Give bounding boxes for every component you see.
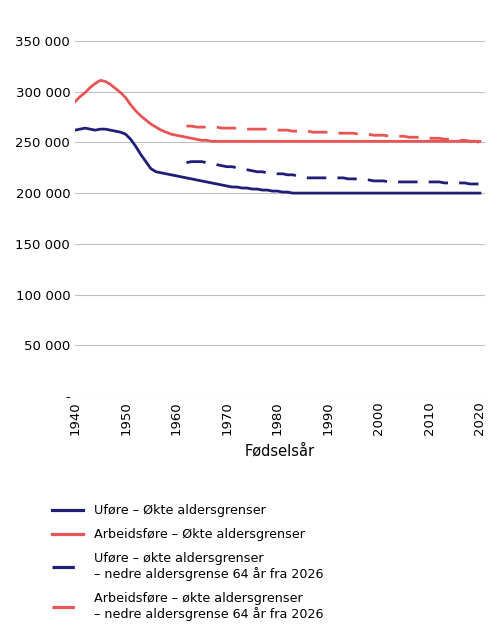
- X-axis label: Fødselsår: Fødselsår: [245, 443, 315, 458]
- Legend: Uføre – Økte aldersgrenser, Arbeidsføre – Økte aldersgrenser, Uføre – økte alder: Uføre – Økte aldersgrenser, Arbeidsføre …: [46, 499, 328, 626]
